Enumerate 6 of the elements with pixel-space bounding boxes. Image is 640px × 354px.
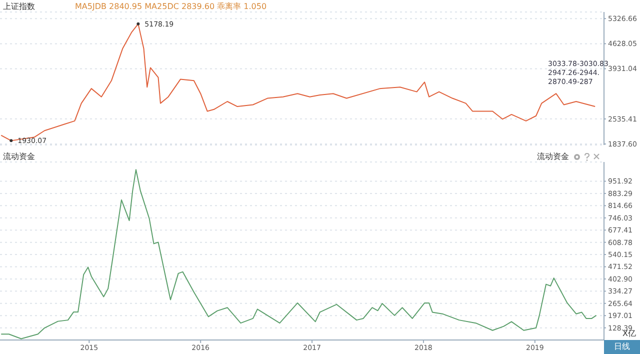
chart-subtitle: MA5JDB 2840.95 MA25DC 2839.60 乖离率 1.050 <box>75 2 267 11</box>
chart-title: 上证指数 <box>3 2 35 11</box>
chart-title: 流动资金 <box>3 151 35 162</box>
chart-title: 流动资金 <box>537 152 569 161</box>
text: 日线 <box>614 342 630 351</box>
line-series <box>0 169 597 340</box>
